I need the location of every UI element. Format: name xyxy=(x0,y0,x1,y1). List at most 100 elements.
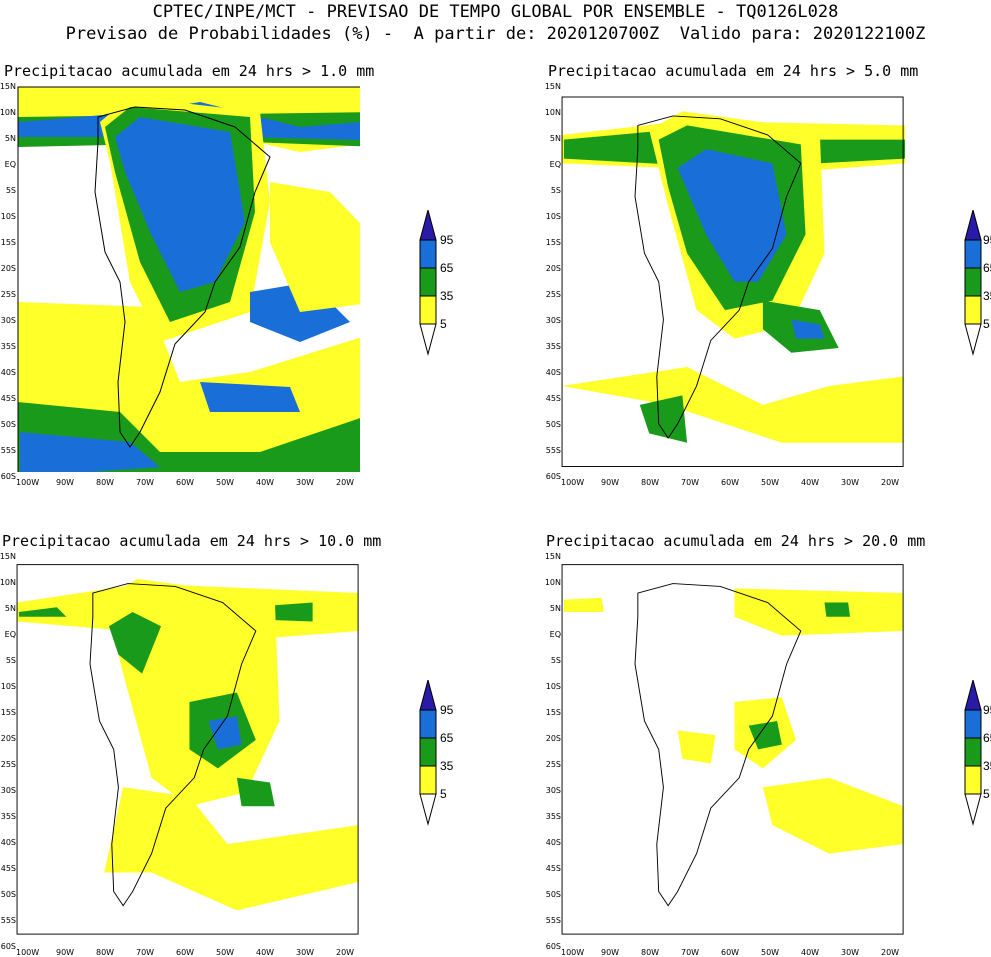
lat-label: 15S xyxy=(545,708,561,717)
lat-label: 10N xyxy=(0,578,16,587)
legend-panel-4: 95 65 35 5 xyxy=(964,680,991,826)
lon-label: 40W xyxy=(801,948,820,957)
lat-label: 5N xyxy=(549,134,561,143)
lat-label: 15S xyxy=(0,238,16,247)
lat-label: EQ xyxy=(4,630,16,639)
lat-label: 20S xyxy=(545,734,561,743)
lat-label: 55S xyxy=(0,446,16,455)
lat-label: 10S xyxy=(0,682,16,691)
panel-4-coastline xyxy=(634,583,802,907)
lon-label: 50W xyxy=(761,478,780,487)
lon-label: 50W xyxy=(216,948,235,957)
lat-label: 15S xyxy=(0,708,16,717)
panel-2-title: Precipitacao acumulada em 24 hrs > 5.0 m… xyxy=(548,62,919,80)
lat-label: 60S xyxy=(545,942,561,951)
lat-label: 60S xyxy=(0,472,16,481)
legend-5: 5 xyxy=(440,317,447,331)
legend-5: 5 xyxy=(440,787,447,801)
lon-label: 40W xyxy=(256,948,275,957)
lat-label: 20S xyxy=(545,264,561,273)
legend-35: 35 xyxy=(983,759,991,773)
lat-label: 35S xyxy=(545,812,561,821)
lat-label: 45S xyxy=(545,394,561,403)
legend-panel-2: 95 65 35 5 xyxy=(964,210,991,356)
lat-label: 15N xyxy=(544,82,561,91)
lon-label: 30W xyxy=(841,948,860,957)
lat-label: 40S xyxy=(0,368,16,377)
lon-label: 20W xyxy=(881,478,900,487)
legend-5: 5 xyxy=(983,317,990,331)
lat-label: 45S xyxy=(0,864,16,873)
panel-3-probability-fields xyxy=(17,564,359,935)
lon-label: 100W xyxy=(16,948,40,957)
lat-label: 25S xyxy=(0,760,16,769)
lat-label: 30S xyxy=(0,786,16,795)
lat-label: 50S xyxy=(545,890,561,899)
lon-label: 90W xyxy=(601,478,620,487)
lon-label: 100W xyxy=(16,478,40,487)
lat-label: 40S xyxy=(545,838,561,847)
panel-4-probability-fields xyxy=(562,564,904,935)
header-line-1: CPTEC/INPE/MCT - PREVISAO DE TEMPO GLOBA… xyxy=(152,2,839,22)
lon-label: 80W xyxy=(641,478,660,487)
lat-label: 60S xyxy=(0,942,16,951)
lon-label: 70W xyxy=(136,948,155,957)
legend-65: 65 xyxy=(440,731,454,745)
lat-label: 20S xyxy=(0,734,16,743)
lon-label: 70W xyxy=(681,948,700,957)
lat-label: 5N xyxy=(4,604,16,613)
lon-label: 70W xyxy=(681,478,700,487)
lon-label: 50W xyxy=(216,478,235,487)
lat-label: 15N xyxy=(0,82,16,91)
lat-label: 45S xyxy=(0,394,16,403)
panel-4-map xyxy=(561,564,904,935)
lat-label: 5S xyxy=(5,656,16,665)
panel-2-probability-fields xyxy=(562,97,905,467)
lat-label: 5S xyxy=(550,656,561,665)
lat-label: 35S xyxy=(545,342,561,351)
lat-label: 10S xyxy=(545,212,561,221)
lat-label: 40S xyxy=(545,368,561,377)
lon-label: 90W xyxy=(56,948,75,957)
lat-label: EQ xyxy=(549,160,561,169)
lat-label: 15N xyxy=(544,552,561,561)
legend-panel-3: 95 65 35 5 xyxy=(419,680,454,826)
lat-label: 25S xyxy=(545,760,561,769)
lat-label: 35S xyxy=(0,342,16,351)
panel-1-map xyxy=(17,86,360,472)
lat-label: 15S xyxy=(545,238,561,247)
lat-label: 45S xyxy=(545,864,561,873)
header-line-2: Previsao de Probabilidades (%) - A parti… xyxy=(65,24,926,44)
lon-label: 90W xyxy=(601,948,620,957)
lat-label: EQ xyxy=(549,630,561,639)
legend-95: 95 xyxy=(983,703,991,717)
panel-2-coastline xyxy=(634,115,802,439)
lat-label: 30S xyxy=(0,316,16,325)
lat-label: 50S xyxy=(0,420,16,429)
panel-1-probability-fields xyxy=(18,87,360,472)
legend-65: 65 xyxy=(983,261,991,275)
legend-65: 65 xyxy=(983,731,991,745)
lon-label: 40W xyxy=(256,478,275,487)
lat-label: 5N xyxy=(4,134,16,143)
lon-label: 60W xyxy=(721,478,740,487)
lat-label: 55S xyxy=(545,446,561,455)
lat-label: 25S xyxy=(0,290,16,299)
legend-35: 35 xyxy=(440,759,454,773)
lon-label: 60W xyxy=(176,948,195,957)
lat-label: 50S xyxy=(0,890,16,899)
lon-label: 20W xyxy=(881,948,900,957)
lon-label: 40W xyxy=(801,478,820,487)
lon-label: 20W xyxy=(336,478,355,487)
legend-95: 95 xyxy=(440,703,454,717)
legend-5: 5 xyxy=(983,787,990,801)
lon-label: 30W xyxy=(296,478,315,487)
lon-label: 100W xyxy=(561,948,585,957)
legend-95: 95 xyxy=(983,233,991,247)
panel-2-map xyxy=(561,96,905,467)
legend-panel-1: 95 65 35 5 xyxy=(419,210,454,356)
lat-label: 55S xyxy=(0,916,16,925)
lat-label: 40S xyxy=(0,838,16,847)
lon-label: 50W xyxy=(761,948,780,957)
panel-3-coastline xyxy=(89,583,257,907)
